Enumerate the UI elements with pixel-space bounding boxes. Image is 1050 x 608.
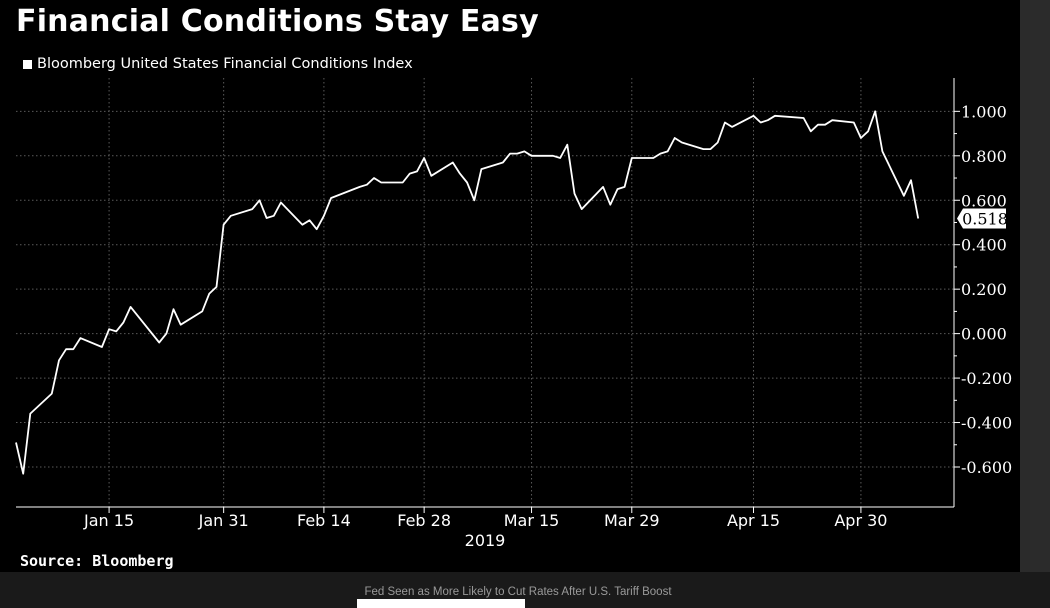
y-tick-label: -0.200 (961, 369, 1012, 388)
x-tick-label: Feb 14 (297, 511, 351, 530)
x-tick-label: Apr 30 (834, 511, 887, 530)
chart-legend: Bloomberg United States Financial Condit… (23, 55, 413, 73)
y-tick-label: 1.000 (961, 102, 1007, 121)
x-year-label: 2019 (465, 531, 506, 550)
chart-title: Financial Conditions Stay Easy (16, 4, 539, 39)
article-caption[interactable]: Fed Seen as More Likely to Cut Rates Aft… (364, 586, 672, 598)
caption-highlight-bar (357, 599, 525, 608)
y-tick-label: 0.600 (961, 191, 1007, 210)
x-tick-label: Mar 15 (504, 511, 560, 530)
x-tick-label: Mar 29 (604, 511, 660, 530)
legend-swatch (23, 59, 32, 69)
y-tick-label: 0.800 (961, 147, 1007, 166)
x-tick-label: Apr 15 (727, 511, 780, 530)
y-tick-label: 0.400 (961, 236, 1007, 255)
series-line (15, 110, 920, 475)
line-chart: 1.000 0.800 0.600 0.400 0.200 0.000 -0.200 -0.4… (15, 78, 1012, 550)
x-tick-label: Jan 31 (198, 511, 249, 530)
x-tick-label: Jan 15 (83, 511, 134, 530)
y-tick-label: -0.400 (961, 414, 1012, 433)
chart-panel (0, 0, 1020, 572)
legend-label: Bloomberg United States Financial Condit… (37, 56, 413, 72)
y-tick-label: 0.200 (961, 280, 1007, 299)
y-tick-label: -0.600 (961, 458, 1012, 477)
last-value-label: 0.518 (962, 209, 1008, 228)
source-note: Source: Bloomberg (20, 552, 174, 570)
y-tick-label: 0.000 (961, 325, 1007, 344)
x-tick-label: Feb 28 (397, 511, 451, 530)
last-value-badge (957, 208, 1006, 229)
right-margin-strip (1020, 0, 1050, 572)
